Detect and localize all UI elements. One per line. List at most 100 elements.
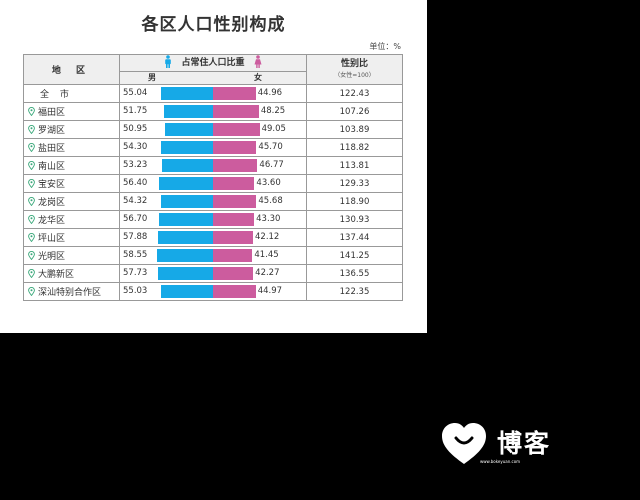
region-cell: 龙华区 bbox=[23, 210, 120, 229]
male-share-value: 54.32 bbox=[123, 196, 148, 206]
female-share-value: 41.45 bbox=[254, 250, 279, 260]
male-share-value: 56.40 bbox=[123, 178, 148, 188]
male-share-bar bbox=[164, 123, 213, 136]
male-share-bar bbox=[160, 285, 213, 298]
table-row: 深汕特别合作区 55.03 44.97 122.35 bbox=[23, 282, 403, 301]
male-share-value: 54.30 bbox=[123, 142, 148, 152]
female-share-value: 44.97 bbox=[257, 286, 283, 296]
share-cell: 50.95 49.05 bbox=[119, 120, 307, 139]
watermark-text: 博客 bbox=[497, 429, 552, 458]
female-share-bar bbox=[213, 141, 257, 154]
sex-ratio-cell: 136.55 bbox=[306, 264, 403, 283]
sex-ratio-cell: 103.89 bbox=[306, 120, 403, 139]
female-share-bar bbox=[213, 195, 257, 208]
location-pin-icon bbox=[28, 214, 38, 227]
male-share-value: 56.70 bbox=[123, 214, 148, 224]
location-pin-icon bbox=[28, 196, 38, 209]
header-gender: 男 女 bbox=[119, 71, 307, 85]
location-pin-icon bbox=[28, 160, 38, 173]
table-row: 大鹏新区 57.73 42.27 136.55 bbox=[23, 264, 403, 283]
male-share-value: 57.73 bbox=[123, 268, 148, 278]
female-figure-icon bbox=[254, 55, 262, 71]
table-row: 罗湖区 50.95 49.05 103.89 bbox=[23, 120, 403, 139]
header-region: 地 区 bbox=[23, 54, 120, 85]
male-share-value: 55.04 bbox=[123, 88, 148, 98]
page-title: 各区人口性别构成 bbox=[141, 15, 286, 35]
region-cell: 龙岗区 bbox=[23, 192, 120, 211]
female-share-bar bbox=[213, 123, 260, 136]
watermark-url: www.bokeyuan.com bbox=[480, 459, 521, 464]
sex-ratio-cell: 118.82 bbox=[306, 138, 403, 157]
male-share-bar bbox=[160, 87, 213, 100]
sex-ratio-cell: 113.81 bbox=[306, 156, 403, 175]
region-label: 龙岗区 bbox=[38, 197, 66, 208]
share-cell: 56.40 43.60 bbox=[119, 174, 307, 193]
female-share-value: 48.25 bbox=[260, 106, 286, 116]
region-label: 深汕特别合作区 bbox=[38, 287, 102, 298]
share-cell: 54.30 45.70 bbox=[119, 138, 307, 157]
region-label: 盐田区 bbox=[38, 143, 66, 154]
female-share-bar bbox=[213, 105, 259, 118]
content-panel: 各区人口性别构成 单位：% 地 区 占常住人口比重 性别比 （女性=100） bbox=[0, 0, 427, 333]
male-share-bar bbox=[161, 141, 213, 154]
share-cell: 51.75 48.25 bbox=[119, 102, 307, 121]
region-cell: 宝安区 bbox=[23, 174, 120, 193]
female-share-value: 42.12 bbox=[255, 232, 280, 242]
location-pin-icon bbox=[28, 286, 38, 299]
region-label: 光明区 bbox=[38, 251, 66, 262]
sex-ratio-cell: 141.25 bbox=[306, 246, 403, 265]
region-cell: 大鹏新区 bbox=[23, 264, 120, 283]
female-share-bar bbox=[213, 285, 256, 298]
table-row: 龙岗区 54.32 45.68 118.90 bbox=[23, 192, 403, 211]
region-cell: 南山区 bbox=[23, 156, 120, 175]
share-cell: 57.73 42.27 bbox=[119, 264, 307, 283]
male-share-value: 51.75 bbox=[123, 106, 148, 116]
table-row: 坪山区 57.88 42.12 137.44 bbox=[23, 228, 403, 247]
header-female: 女 bbox=[254, 73, 262, 82]
share-cell: 57.88 42.12 bbox=[119, 228, 307, 247]
sex-ratio-cell: 130.93 bbox=[306, 210, 403, 229]
region-label: 坪山区 bbox=[38, 233, 66, 244]
header-share-label: 占常住人口比重 bbox=[181, 58, 245, 68]
male-share-bar bbox=[159, 177, 213, 190]
population-table: 地 区 占常住人口比重 性别比 （女性=100） 男 bbox=[23, 54, 403, 301]
region-cell: 光明区 bbox=[23, 246, 120, 265]
region-label: 南山区 bbox=[38, 161, 66, 172]
sex-ratio-cell: 107.26 bbox=[306, 102, 403, 121]
header-ratio: 性别比 （女性=100） bbox=[306, 54, 403, 85]
region-label: 罗湖区 bbox=[38, 125, 66, 136]
region-cell: 坪山区 bbox=[23, 228, 120, 247]
location-pin-icon bbox=[28, 232, 38, 245]
location-pin-icon bbox=[28, 250, 38, 263]
female-share-value: 43.60 bbox=[256, 178, 281, 188]
table-row: 南山区 53.23 46.77 113.81 bbox=[23, 156, 403, 175]
table-row: 全 市 55.04 44.96 122.43 bbox=[23, 84, 403, 103]
share-cell: 58.55 41.45 bbox=[119, 246, 307, 265]
male-share-bar bbox=[159, 213, 213, 226]
unit-label: 单位：% bbox=[369, 42, 401, 51]
share-cell: 54.32 45.68 bbox=[119, 192, 307, 211]
share-cell: 55.03 44.97 bbox=[119, 282, 307, 301]
header-male: 男 bbox=[148, 73, 156, 82]
watermark-heart-icon bbox=[442, 423, 486, 464]
female-share-bar bbox=[213, 267, 254, 280]
sex-ratio-cell: 122.43 bbox=[306, 84, 403, 103]
female-share-bar bbox=[213, 213, 255, 226]
region-label: 全 市 bbox=[40, 90, 73, 100]
table-row: 福田区 51.75 48.25 107.26 bbox=[23, 102, 403, 121]
sex-ratio-cell: 122.35 bbox=[306, 282, 403, 301]
share-cell: 56.70 43.30 bbox=[119, 210, 307, 229]
table-row: 盐田区 54.30 45.70 118.82 bbox=[23, 138, 403, 157]
header-ratio-note: （女性=100） bbox=[334, 71, 375, 79]
region-label: 大鹏新区 bbox=[38, 269, 75, 280]
female-share-bar bbox=[213, 249, 253, 262]
female-share-bar bbox=[213, 177, 255, 190]
male-figure-icon bbox=[164, 55, 172, 71]
female-share-bar bbox=[213, 87, 256, 100]
sex-ratio-cell: 137.44 bbox=[306, 228, 403, 247]
male-share-bar bbox=[161, 195, 213, 208]
male-share-value: 58.55 bbox=[123, 250, 148, 260]
region-label: 龙华区 bbox=[38, 215, 66, 226]
region-cell: 罗湖区 bbox=[23, 120, 120, 139]
female-share-value: 49.05 bbox=[261, 124, 286, 134]
